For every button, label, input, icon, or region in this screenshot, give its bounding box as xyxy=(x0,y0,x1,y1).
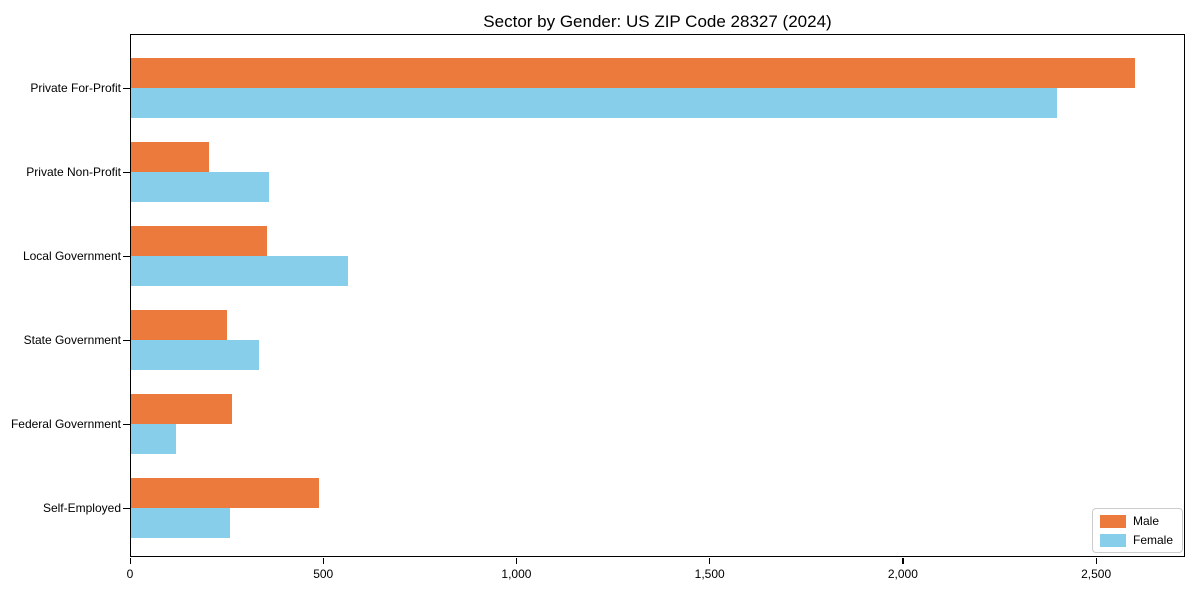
x-axis-tick-label: 2,500 xyxy=(1081,567,1112,581)
legend: Male Female xyxy=(1092,508,1184,553)
y-axis-category-label: Federal Government xyxy=(10,417,121,431)
legend-entry-male: Male xyxy=(1100,514,1173,528)
x-axis-tick-label: 1,500 xyxy=(694,567,725,581)
y-axis-category-label: Local Government xyxy=(22,249,121,263)
x-axis-tick-label: 2,000 xyxy=(887,567,918,581)
legend-label-male: Male xyxy=(1133,514,1160,528)
y-axis-tick xyxy=(123,423,130,425)
y-axis-tick xyxy=(123,87,130,89)
bar-male-2 xyxy=(130,142,210,172)
x-axis-tick-label: 0 xyxy=(126,567,134,581)
y-axis-category-label: Self-Employed xyxy=(42,501,121,515)
x-axis-tick-label: 1,000 xyxy=(501,567,532,581)
x-axis-tick xyxy=(709,558,711,564)
bar-female-4 xyxy=(130,340,260,370)
bar-female-2 xyxy=(130,172,270,202)
legend-swatch-male xyxy=(1100,514,1126,528)
bar-female-1 xyxy=(130,88,1058,118)
legend-entry-female: Female xyxy=(1100,533,1173,547)
bar-male-4 xyxy=(130,310,227,340)
y-axis-tick xyxy=(123,255,130,257)
legend-label-female: Female xyxy=(1133,533,1174,547)
bar-female-3 xyxy=(130,256,349,286)
bar-female-6 xyxy=(130,508,231,538)
y-axis-tick xyxy=(123,339,130,341)
bar-male-3 xyxy=(130,226,268,256)
bar-male-6 xyxy=(130,478,320,508)
x-axis-tick-label: 500 xyxy=(313,567,334,581)
y-axis-category-label: Private For-Profit xyxy=(30,81,121,95)
legend-swatch-female xyxy=(1100,533,1126,547)
x-axis-tick xyxy=(1095,558,1097,564)
x-axis-tick xyxy=(322,558,324,564)
y-axis-tick xyxy=(123,507,130,509)
y-axis-category-label: Private Non-Profit xyxy=(26,165,121,179)
chart-title: Sector by Gender: US ZIP Code 28327 (202… xyxy=(483,12,832,31)
x-axis-tick xyxy=(902,558,904,564)
bar-male-5 xyxy=(130,394,233,424)
bar-female-5 xyxy=(130,424,177,454)
x-axis-tick xyxy=(129,558,131,564)
x-axis-tick xyxy=(515,558,518,564)
y-axis-category-label: State Government xyxy=(23,333,121,347)
y-axis-tick xyxy=(123,171,130,173)
bar-male-1 xyxy=(130,58,1135,88)
